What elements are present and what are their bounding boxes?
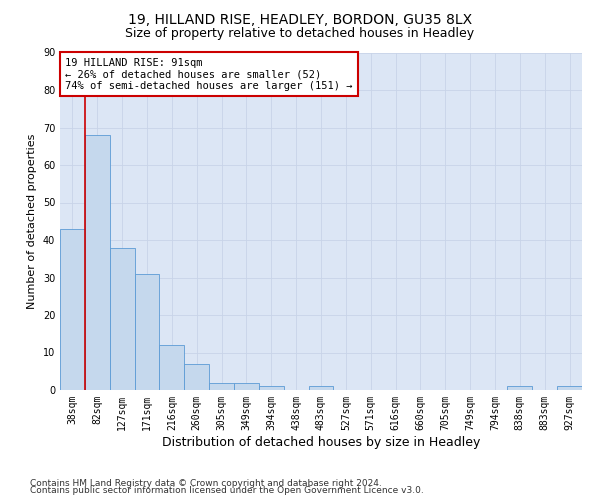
Bar (60, 229, 85, 390)
X-axis label: Distribution of detached houses by size in Headley: Distribution of detached houses by size … (162, 436, 480, 448)
Bar (308, 386, 334, 390)
Y-axis label: Number of detached properties: Number of detached properties (27, 134, 37, 309)
Bar (209, 382, 234, 390)
Bar (259, 386, 284, 390)
Bar (110, 248, 134, 390)
Text: Contains HM Land Registry data © Crown copyright and database right 2024.: Contains HM Land Registry data © Crown c… (30, 478, 382, 488)
Text: 19, HILLAND RISE, HEADLEY, BORDON, GU35 8LX: 19, HILLAND RISE, HEADLEY, BORDON, GU35 … (128, 12, 472, 26)
Text: Contains public sector information licensed under the Open Government Licence v3: Contains public sector information licen… (30, 486, 424, 495)
Bar (184, 364, 209, 390)
Bar (557, 386, 582, 390)
Bar (234, 382, 259, 390)
Bar (160, 345, 184, 390)
Bar (508, 386, 532, 390)
Bar (134, 274, 160, 390)
Text: 19 HILLAND RISE: 91sqm
← 26% of detached houses are smaller (52)
74% of semi-det: 19 HILLAND RISE: 91sqm ← 26% of detached… (65, 58, 353, 91)
Text: Size of property relative to detached houses in Headley: Size of property relative to detached ho… (125, 28, 475, 40)
Bar (85, 135, 110, 390)
